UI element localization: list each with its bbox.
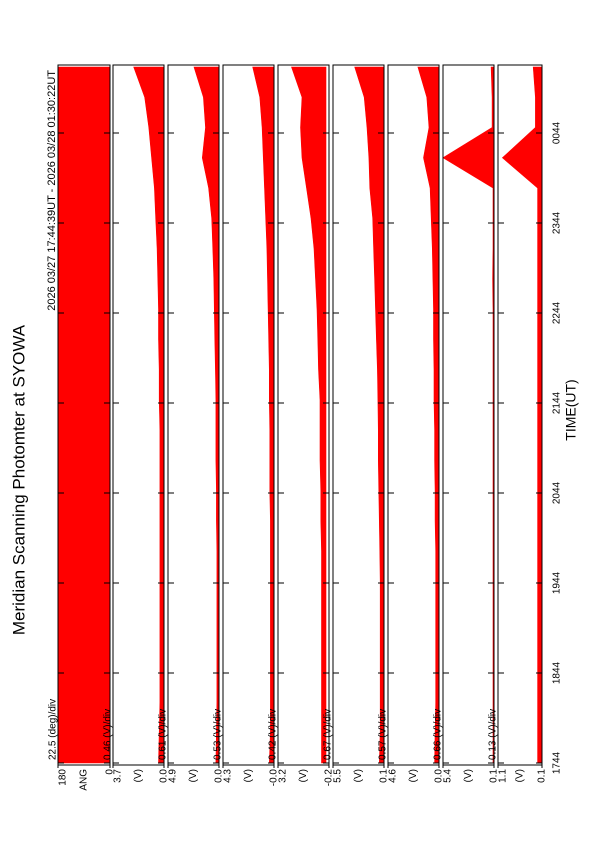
y-axis-label: (V) (408, 769, 419, 782)
panel-frame (112, 64, 165, 766)
panel-frame (332, 64, 385, 766)
x-tick-label: 1944 (552, 571, 563, 594)
y-tick-label: 0.0 (434, 769, 445, 783)
panel-frame (497, 64, 543, 766)
x-axis-label: TIME(UT) (563, 379, 579, 440)
panel-frame (57, 64, 111, 766)
area (57, 66, 111, 764)
y-axis-label: (V) (515, 769, 526, 782)
panel-frame (442, 64, 495, 766)
y-axis-label: (V) (298, 769, 309, 782)
scale-label: 0.67 (V)/div (323, 709, 334, 760)
area (133, 66, 165, 764)
y-tick-label: 4.6 (388, 769, 399, 783)
panel-frame (277, 64, 330, 766)
scale-label: 0.13 (V)/div (488, 709, 499, 760)
y-axis-label: (V) (463, 769, 474, 782)
x-tick-label: 2244 (552, 301, 563, 324)
scale-label: 0.42 (V)/div (268, 709, 279, 760)
y-tick-label: -0.0 (269, 769, 280, 787)
area (501, 66, 543, 764)
y-tick-label: 0 (105, 769, 116, 775)
y-tick-label: 5.4 (443, 769, 454, 783)
x-tick-label: 1844 (552, 661, 563, 684)
y-tick-label: 1.1 (498, 769, 509, 783)
y-tick-label: 4.3 (223, 769, 234, 783)
y-tick-label: 0.1 (537, 769, 548, 783)
x-tick-label: 1744 (552, 751, 563, 774)
chart-title: Meridian Scanning Photomter at SYOWA (9, 324, 28, 635)
y-tick-label: 0.1 (379, 769, 390, 783)
y-tick-label: 0.0 (214, 769, 225, 783)
area (417, 66, 440, 764)
y-tick-label: -0.2 (324, 769, 335, 787)
x-tick-label: 2344 (552, 211, 563, 234)
x-tick-label: 2144 (552, 391, 563, 414)
area (442, 66, 495, 764)
y-axis-label: (V) (188, 769, 199, 782)
y-tick-label: 180 (58, 769, 69, 786)
area (354, 66, 385, 764)
y-tick-label: 0.0 (159, 769, 170, 783)
plot-area: Meridian Scanning Photomter at SYOWA 202… (9, 64, 579, 791)
area (291, 66, 327, 764)
y-axis-label: ANG (79, 769, 90, 791)
scale-label: 0.66 (V)/div (433, 709, 444, 760)
y-tick-label: 3.2 (278, 769, 289, 783)
y-tick-label: 3.7 (113, 769, 124, 783)
scale-label: 0.61 (V)/div (158, 709, 169, 760)
panel-frame (222, 64, 275, 766)
area (193, 66, 220, 764)
y-tick-label: 0.1 (489, 769, 500, 783)
y-tick-label: 4.9 (168, 769, 179, 783)
panel-frame (167, 64, 220, 766)
scale-label: 0.57 (V)/div (378, 709, 389, 760)
y-axis-label: (V) (133, 769, 144, 782)
scale-label: 0.53 (V)/div (213, 709, 224, 760)
x-tick-label: 0044 (552, 121, 563, 144)
y-axis-label: (V) (353, 769, 364, 782)
x-tick-label: 2044 (552, 481, 563, 504)
subtitle: 2026 03/27 17:44:39UT - 2026 03/28 01:30… (46, 70, 58, 311)
y-tick-label: 5.5 (333, 769, 344, 783)
panel-frame (387, 64, 440, 766)
scale-label: 0.46 (V)/div (103, 709, 114, 760)
area (252, 66, 275, 764)
scale-label: 22.5 (deg)/div (48, 699, 59, 760)
y-axis-label: (V) (243, 769, 254, 782)
